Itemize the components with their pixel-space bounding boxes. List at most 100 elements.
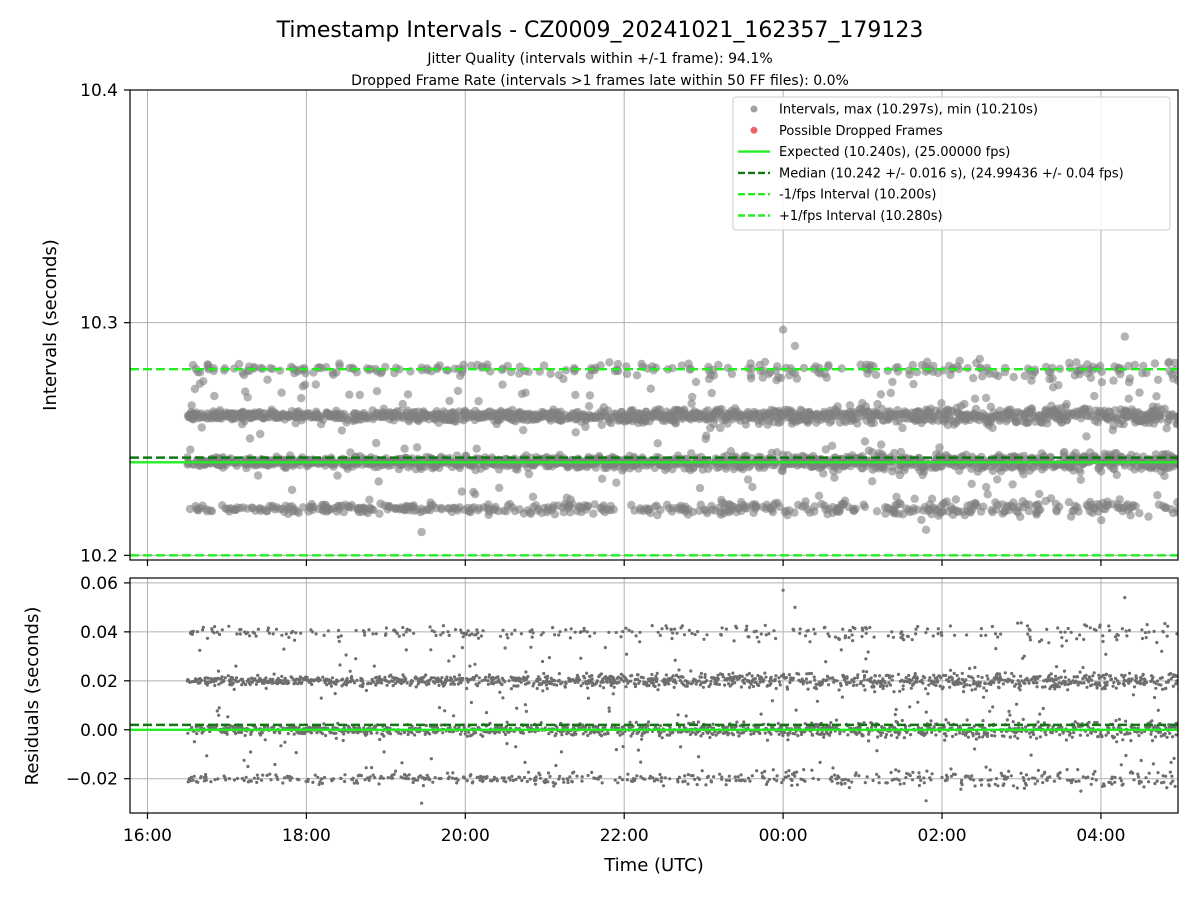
bottom-interval-point	[247, 678, 251, 682]
bottom-interval-point	[264, 686, 268, 691]
bottom-interval-point	[578, 678, 582, 682]
bottom-interval-point	[443, 709, 447, 713]
bottom-interval-point	[481, 734, 485, 738]
top-interval-point	[559, 374, 568, 384]
bottom-interval-point	[629, 679, 633, 683]
top-interval-point	[687, 449, 696, 458]
bottom-interval-point	[343, 779, 347, 784]
top-interval-point	[983, 490, 992, 499]
bottom-interval-point	[601, 680, 605, 684]
top-interval-point	[1175, 371, 1178, 379]
bottom-interval-point	[374, 632, 378, 636]
top-interval-point	[1144, 512, 1153, 521]
bottom-interval-point	[342, 732, 346, 736]
bottom-interval-point	[350, 675, 354, 679]
bottom-interval-point	[213, 778, 217, 782]
bottom-interval-point	[590, 674, 594, 678]
top-interval-point	[1097, 378, 1107, 387]
bottom-interval-point	[201, 625, 205, 630]
top-interval-point	[243, 393, 252, 402]
top-interval-point	[495, 483, 504, 492]
top-interval-point	[651, 363, 661, 372]
bottom-interval-point	[386, 776, 390, 780]
top-interval-point	[845, 401, 855, 410]
bottom-interval-point	[337, 628, 341, 633]
bottom-interval-point	[599, 734, 604, 738]
top-interval-point	[1035, 489, 1044, 499]
top-interval-point	[374, 477, 383, 486]
bottom-interval-point	[445, 771, 450, 775]
top-interval-point	[605, 358, 614, 367]
bottom-interval-point	[354, 628, 358, 633]
bottom-interval-point	[546, 674, 550, 679]
bottom-interval-point	[199, 775, 203, 779]
bottom-interval-point	[633, 777, 637, 781]
bottom-interval-point	[548, 774, 552, 779]
bottom-interval-point	[222, 679, 226, 683]
bottom-interval-point	[263, 738, 267, 742]
top-interval-point	[581, 422, 590, 432]
bottom-interval-point	[554, 732, 558, 736]
bottom-interval-point	[316, 775, 320, 779]
bottom-interval-point	[607, 706, 611, 710]
bottom-interval-point	[260, 731, 264, 735]
bottom-interval-point	[410, 731, 414, 735]
top-interval-point	[1086, 373, 1096, 382]
top-interval-point	[927, 494, 937, 503]
bottom-interval-point	[441, 624, 445, 628]
bottom-interval-point	[256, 776, 260, 781]
bottom-interval-point	[451, 771, 455, 775]
bottom-interval-point	[333, 692, 337, 696]
bottom-interval-point	[334, 736, 338, 741]
bottom-interval-point	[600, 781, 604, 785]
top-interval-point	[790, 508, 799, 517]
top-interval-point	[830, 473, 839, 482]
bottom-interval-point	[568, 775, 572, 779]
bottom-interval-point	[481, 779, 485, 783]
bottom-interval-point	[212, 631, 216, 635]
top-interval-point	[687, 399, 696, 408]
top-interval-point	[909, 379, 918, 389]
bottom-interval-point	[345, 677, 349, 681]
top-interval-point	[776, 373, 786, 383]
bottom-interval-point	[354, 657, 358, 661]
top-interval-point	[1160, 471, 1169, 481]
top-interval-point	[646, 508, 655, 518]
bottom-interval-point	[226, 674, 230, 678]
bottom-interval-point	[530, 635, 534, 639]
bottom-interval-point	[485, 775, 489, 779]
top-interval-point	[521, 388, 530, 397]
bottom-interval-point	[553, 679, 557, 683]
bottom-interval-point	[248, 634, 252, 638]
bottom-interval-point	[246, 630, 250, 635]
top-interval-point	[474, 397, 483, 406]
top-interval-point	[716, 423, 725, 433]
bottom-interval-point	[299, 631, 303, 635]
bottom-interval-point	[252, 776, 256, 780]
top-interval-point	[372, 438, 381, 448]
bottom-interval-point	[529, 645, 533, 649]
bottom-interval-point	[634, 720, 638, 725]
top-interval-point	[603, 406, 613, 415]
top-interval-point	[869, 418, 878, 428]
top-interval-point	[297, 393, 306, 403]
bottom-interval-point	[546, 780, 550, 784]
bottom-interval-point	[429, 648, 433, 652]
top-interval-point	[1156, 415, 1165, 424]
bottom-interval-point	[392, 772, 396, 777]
top-interval-point	[993, 475, 1002, 484]
bottom-interval-point	[196, 780, 200, 784]
bottom-interval-point	[614, 630, 618, 635]
top-interval-point	[453, 386, 463, 396]
bottom-interval-point	[305, 675, 309, 680]
bottom-interval-point	[329, 684, 333, 688]
bottom-interval-point	[323, 775, 327, 780]
bottom-interval-point	[233, 731, 238, 736]
top-interval-point	[746, 374, 756, 383]
top-interval-point	[435, 361, 444, 370]
top-interval-point	[868, 477, 877, 486]
bottom-interval-point	[445, 678, 449, 682]
top-interval-point	[526, 509, 536, 518]
bottom-interval-point	[330, 676, 335, 680]
